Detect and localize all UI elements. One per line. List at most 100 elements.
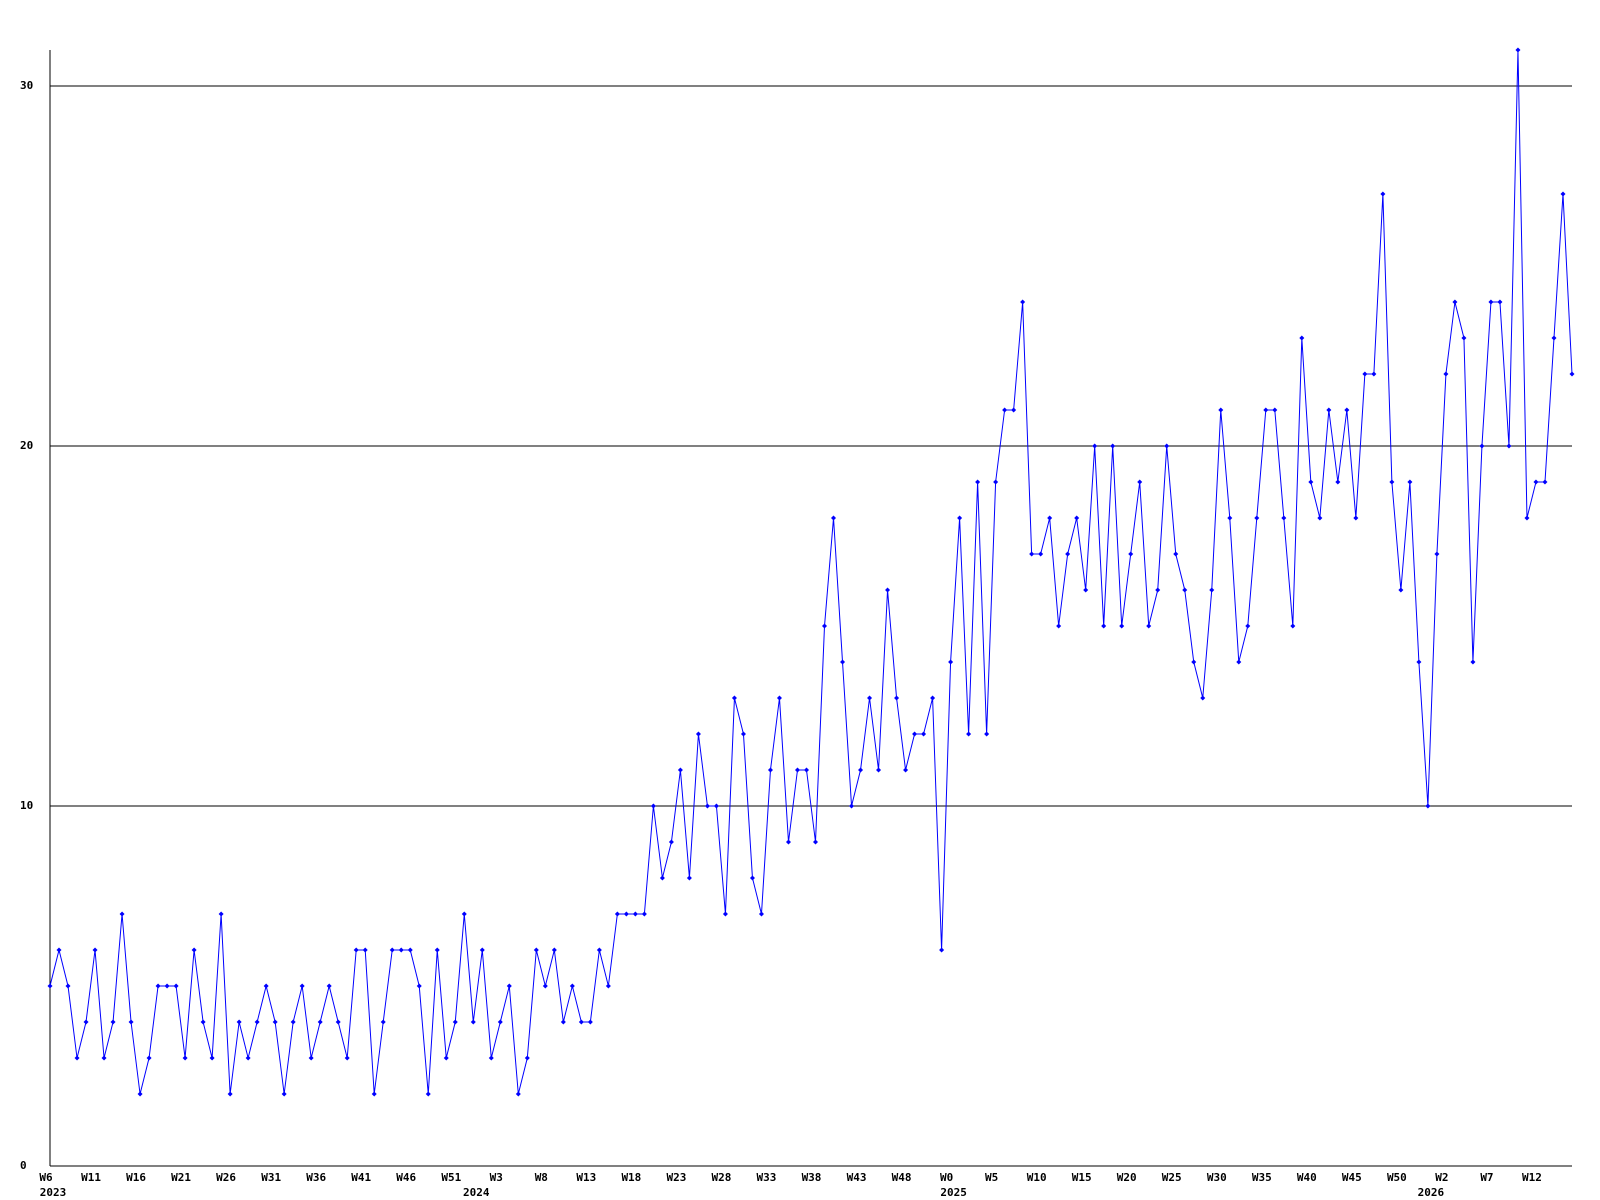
x-tick-label: W41 (351, 1171, 371, 1184)
data-point (1371, 371, 1377, 377)
data-point (1335, 479, 1341, 485)
x-tick-label: W25 (1162, 1171, 1182, 1184)
data-point (984, 731, 990, 737)
x-tick-label: W13 (576, 1171, 596, 1184)
data-point (731, 695, 737, 701)
data-point (74, 1055, 80, 1061)
x-tick-label: W10 (1027, 1171, 1047, 1184)
x-tick-label: W6 (39, 1171, 53, 1184)
data-point (83, 1019, 89, 1025)
data-point (1047, 515, 1053, 521)
data-point (921, 731, 927, 737)
x-tick-label: W8 (535, 1171, 548, 1184)
data-point (524, 1055, 530, 1061)
data-point (1416, 659, 1422, 665)
data-point (785, 839, 791, 845)
data-point (263, 983, 269, 989)
x-tick-label: W18 (621, 1171, 641, 1184)
x-tick-label: W33 (757, 1171, 777, 1184)
data-point (191, 947, 197, 953)
data-point (128, 1019, 134, 1025)
data-point (326, 983, 332, 989)
data-point (569, 983, 575, 989)
data-point (1038, 551, 1044, 557)
data-point (515, 1091, 521, 1097)
x-tick-label: W7 (1480, 1171, 1493, 1184)
data-point (1317, 515, 1323, 521)
data-point (1281, 515, 1287, 521)
data-point (578, 1019, 584, 1025)
data-point (299, 983, 305, 989)
data-point (1146, 623, 1152, 629)
x-tick-label: W46 (396, 1171, 416, 1184)
x-tick-label: W45 (1342, 1171, 1362, 1184)
data-point (1515, 47, 1521, 53)
data-point (831, 515, 837, 521)
data-point (1083, 587, 1089, 593)
data-point (1011, 407, 1017, 413)
data-point (137, 1091, 143, 1097)
x-tick-label: W15 (1072, 1171, 1092, 1184)
data-point (1434, 551, 1440, 557)
data-point (1245, 623, 1251, 629)
data-point (849, 803, 855, 809)
data-point (470, 1019, 476, 1025)
x-tick-label: W20 (1117, 1171, 1137, 1184)
data-point (101, 1055, 107, 1061)
data-point (1074, 515, 1080, 521)
x-tick-label: W50 (1387, 1171, 1407, 1184)
x-group-label: 2023 (40, 1186, 67, 1199)
data-point (587, 1019, 593, 1025)
data-point (758, 911, 764, 917)
data-point (858, 767, 864, 773)
data-point (1299, 335, 1305, 341)
data-point (1362, 371, 1368, 377)
data-point (65, 983, 71, 989)
data-point (155, 983, 161, 989)
x-tick-label: W38 (802, 1171, 822, 1184)
data-point (1533, 479, 1539, 485)
data-point (209, 1055, 215, 1061)
data-point (281, 1091, 287, 1097)
data-point (975, 479, 981, 485)
data-point (1470, 659, 1476, 665)
data-point (1227, 515, 1233, 521)
x-tick-label: W21 (171, 1171, 191, 1184)
data-point (948, 659, 954, 665)
data-point (749, 875, 755, 881)
x-tick-label: W51 (441, 1171, 461, 1184)
data-point (677, 767, 683, 773)
data-point (182, 1055, 188, 1061)
data-point (632, 911, 638, 917)
x-tick-label: W26 (216, 1171, 236, 1184)
data-point (1020, 299, 1026, 305)
data-point (776, 695, 782, 701)
data-point (353, 947, 359, 953)
data-point (1272, 407, 1278, 413)
data-point (47, 983, 53, 989)
data-point (1398, 587, 1404, 593)
data-point (1308, 479, 1314, 485)
data-point (957, 515, 963, 521)
y-tick-label: 10 (20, 799, 33, 812)
data-point (164, 983, 170, 989)
data-point (551, 947, 557, 953)
x-tick-label: W11 (81, 1171, 101, 1184)
data-point (822, 623, 828, 629)
data-point (1092, 443, 1098, 449)
data-point (903, 767, 909, 773)
data-point (650, 803, 656, 809)
data-point (1389, 479, 1395, 485)
data-point (1164, 443, 1170, 449)
data-point (740, 731, 746, 737)
data-point (1569, 371, 1575, 377)
x-tick-label: W3 (490, 1171, 503, 1184)
data-point (939, 947, 945, 953)
data-point (272, 1019, 278, 1025)
data-point (1263, 407, 1269, 413)
data-point (56, 947, 62, 953)
data-point (1209, 587, 1215, 593)
data-point (704, 803, 710, 809)
x-tick-label: W5 (985, 1171, 998, 1184)
